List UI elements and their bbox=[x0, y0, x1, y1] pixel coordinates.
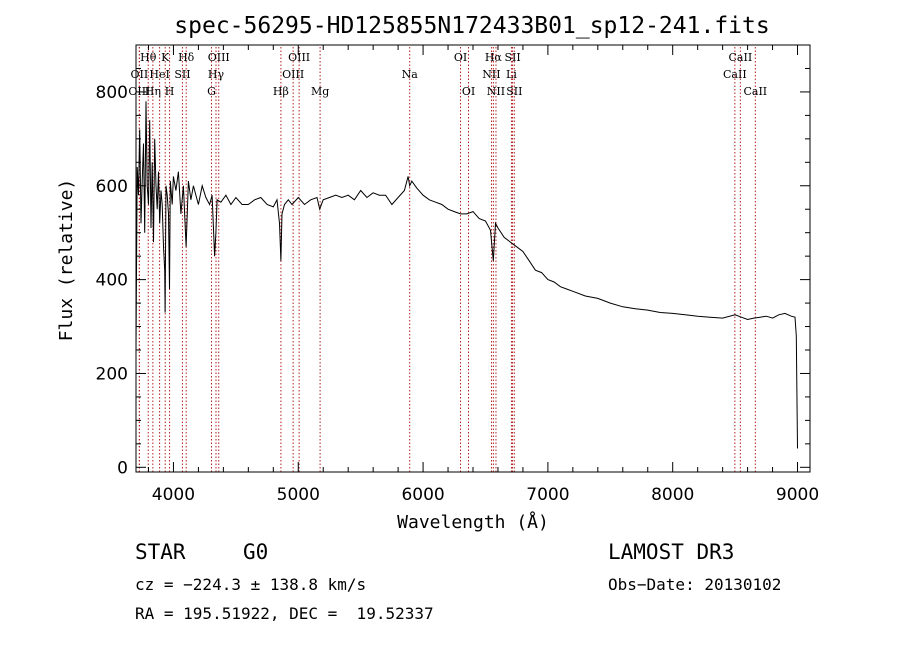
redshift-velocity: cz = −224.3 ± 138.8 km/s bbox=[135, 575, 367, 594]
x-tick-label: 7000 bbox=[526, 485, 569, 505]
y-axis-label: Flux (relative) bbox=[56, 179, 77, 342]
spectral-line-label: OI bbox=[454, 51, 467, 64]
y-tick-label: 400 bbox=[96, 271, 128, 291]
spectral-line-label: H bbox=[165, 85, 175, 98]
spectral-line-label: Hη bbox=[145, 85, 161, 98]
spectral-line-label: Hδ bbox=[178, 51, 195, 64]
spectral-line-label: OIII bbox=[288, 51, 310, 64]
spectral-line-label: HeI bbox=[149, 68, 169, 81]
spectral-line-label: SII bbox=[506, 85, 522, 98]
x-tick-label: 6000 bbox=[401, 485, 444, 505]
spectral-line-label: SII bbox=[504, 51, 520, 64]
object-subclass: G0 bbox=[243, 540, 269, 564]
spectral-line-label: SII bbox=[174, 68, 190, 81]
spectral-line-label: NII bbox=[482, 68, 500, 81]
spectral-line-label: NII bbox=[487, 85, 505, 98]
spectrum-series-line bbox=[135, 101, 798, 449]
spectral-line-label: Mg bbox=[311, 85, 329, 98]
spectral-line-label: OIII bbox=[208, 51, 230, 64]
spectral-line-label: Li bbox=[506, 68, 517, 81]
spectral-line-label: Hγ bbox=[208, 68, 225, 81]
observation-date: Obs−Date: 20130102 bbox=[608, 575, 782, 594]
y-tick-label: 200 bbox=[96, 364, 128, 384]
x-axis-label: Wavelength (Å) bbox=[397, 511, 549, 533]
survey-name: LAMOST DR3 bbox=[608, 540, 735, 564]
spectral-line-label: OII bbox=[131, 68, 149, 81]
spectral-line-label: OIII bbox=[282, 68, 304, 81]
sky-coordinates: RA = 195.51922, DEC = 19.52337 bbox=[135, 604, 434, 623]
plot-frame bbox=[135, 44, 811, 473]
x-tick-label: 5000 bbox=[277, 485, 320, 505]
x-tick-label: 4000 bbox=[152, 485, 195, 505]
spectral-line-label: K bbox=[161, 51, 170, 64]
axis-ticks bbox=[136, 44, 810, 472]
y-tick-label: 800 bbox=[96, 83, 128, 103]
spectral-line-label: CaII bbox=[743, 85, 767, 98]
x-tick-label: 8000 bbox=[651, 485, 694, 505]
object-type: STAR bbox=[135, 540, 186, 564]
spectrum-chart: spec-56295-HD125855N172433B01_sp12-241.f… bbox=[56, 13, 820, 533]
spectral-line-label: Hα bbox=[485, 51, 503, 64]
x-tick-label: 9000 bbox=[776, 485, 819, 505]
spectral-line-label: Hβ bbox=[273, 85, 289, 98]
axis-tick-labels: 4000 5000 6000 7000 8000 9000 0 200 400 600 800 bbox=[96, 83, 820, 505]
chart-title: spec-56295-HD125855N172433B01_sp12-241.f… bbox=[174, 13, 769, 39]
spectral-line-label: Na bbox=[402, 68, 419, 81]
spectral-line-label: OI bbox=[462, 85, 475, 98]
spectral-line-label: G bbox=[207, 85, 216, 98]
y-tick-label: 600 bbox=[96, 177, 128, 197]
spectral-line-markers bbox=[138, 47, 756, 472]
spectral-line-label: CaII bbox=[723, 68, 747, 81]
spectral-line-label: CaII bbox=[729, 51, 753, 64]
spectral-line-label: Hθ bbox=[140, 51, 157, 64]
y-tick-label: 0 bbox=[117, 458, 128, 478]
